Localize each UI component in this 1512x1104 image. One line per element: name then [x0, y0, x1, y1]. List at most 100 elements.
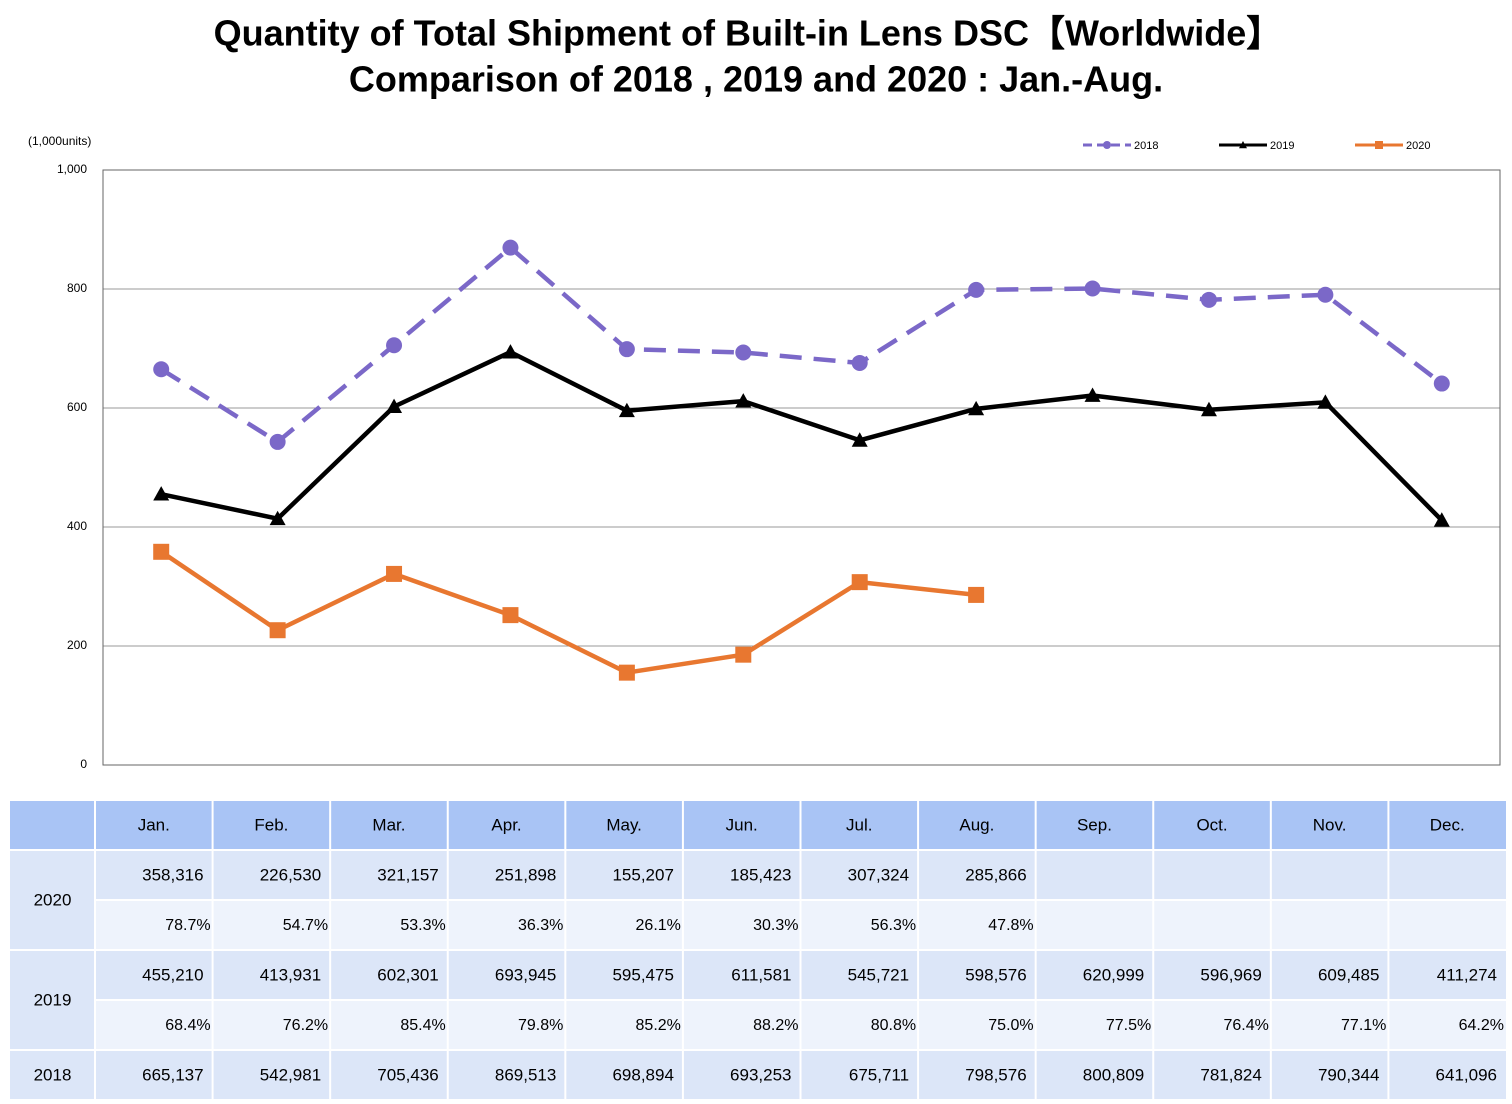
data-point: [386, 565, 403, 582]
table-header-cell: Apr.: [491, 815, 521, 834]
data-point: [502, 607, 519, 624]
data-point: [735, 646, 752, 663]
table-ratio-cell: 85.2%: [636, 1017, 681, 1034]
data-point: [1433, 512, 1450, 527]
table-ratio-cell: 85.4%: [400, 1017, 445, 1034]
table-row-label: 2020: [34, 890, 72, 909]
table-value-cell: 641,096: [1436, 1065, 1497, 1084]
table-value-cell: 800,809: [1083, 1065, 1144, 1084]
data-point: [269, 510, 286, 526]
legend-label: 2020: [1406, 140, 1430, 152]
data-point: [968, 586, 985, 603]
table-value-cell: 693,253: [730, 1065, 791, 1084]
table-ratio-cell: 68.4%: [165, 1017, 210, 1034]
table-ratio-cell: 36.3%: [518, 917, 563, 934]
table-label-bg: [10, 851, 94, 949]
table-value-cell: 285,866: [965, 865, 1026, 884]
data-point: [502, 239, 519, 256]
data-point: [735, 393, 752, 408]
table-value-cell: 790,344: [1318, 1065, 1379, 1084]
table-value-cell: 307,324: [848, 865, 909, 884]
table-ratio-cell: 30.3%: [753, 917, 798, 934]
table-ratio-cell: 56.3%: [871, 917, 916, 934]
chart-subtitle: Comparison of 2018 , 2019 and 2020 : Jan…: [349, 59, 1163, 100]
plot-frame: [102, 169, 1501, 766]
data-point: [269, 622, 286, 639]
table-row-label: 2019: [34, 990, 72, 1009]
table-ratio-cell: 78.7%: [165, 917, 210, 934]
table-value-cell: 455,210: [142, 965, 203, 984]
table-ratio-cell: 75.0%: [988, 1017, 1033, 1034]
table-value-cell: 411,274: [1437, 965, 1497, 984]
table-ratio-cell: 79.8%: [518, 1017, 563, 1034]
table-header-bg: [10, 800, 1506, 850]
data-point: [1084, 280, 1101, 297]
table-value-cell: 705,436: [377, 1065, 438, 1084]
table-value-cell: 611,581: [731, 965, 791, 984]
table-value-cell: 693,945: [495, 965, 556, 984]
y-tick-label: 0: [80, 757, 87, 771]
table-header-cell: Nov.: [1313, 815, 1347, 834]
table-header-cell: May.: [606, 815, 642, 834]
series-line: [159, 549, 977, 675]
table-row-label: 2018: [34, 1065, 72, 1084]
table-header-cell: Oct.: [1196, 815, 1227, 834]
table-header-cell: Sep.: [1077, 815, 1112, 834]
table-value-cell: 609,485: [1318, 965, 1379, 984]
table-label-bg: [10, 1050, 95, 1100]
y-tick-label: 400: [67, 519, 87, 533]
table-value-cell: 665,137: [142, 1065, 203, 1084]
data-point: [968, 281, 985, 298]
table-value-cell: 596,969: [1200, 965, 1261, 984]
series-line: [160, 349, 1444, 522]
table-header-cell: Jun.: [726, 815, 758, 834]
table-value-cell: 226,530: [260, 865, 321, 884]
table-value-cell: 358,316: [142, 865, 203, 884]
data-point: [153, 486, 170, 501]
y-tick-label: 800: [67, 281, 87, 295]
data-point: [618, 341, 635, 358]
data-point: [502, 344, 519, 359]
data-point: [386, 398, 403, 414]
table-value-cell: 545,721: [848, 965, 909, 984]
table-value-cell: 798,576: [965, 1065, 1026, 1084]
table-value-cell: 542,981: [260, 1065, 321, 1084]
table-ratio-cell: 47.8%: [988, 917, 1033, 934]
table-value-cell: 321,157: [377, 865, 438, 884]
table-value-cell: 413,931: [260, 965, 321, 984]
legend-marker: [1239, 141, 1247, 149]
table-row-bg: [10, 950, 1506, 1000]
data-point: [1200, 401, 1217, 417]
legend-label: 2019: [1270, 140, 1294, 152]
table-value-cell: 595,475: [612, 965, 673, 984]
legend-marker: [1103, 141, 1111, 149]
data-point: [851, 432, 868, 447]
table-header-cell: Jul.: [846, 815, 872, 834]
table-value-cell: 781,824: [1200, 1065, 1261, 1084]
table-header-cell: Dec.: [1430, 815, 1465, 834]
y-tick-label: 1,000: [57, 162, 87, 176]
table-header-cell: Feb.: [254, 815, 288, 834]
table-header-cell: Jan.: [138, 815, 170, 834]
y-axis-label: (1,000units): [28, 134, 91, 148]
table-row-bg: [10, 1050, 1506, 1100]
table-value-cell: 251,898: [495, 865, 556, 884]
data-point: [1084, 387, 1101, 402]
data-point: [1317, 286, 1334, 303]
data-point: [851, 354, 868, 371]
y-tick-label: 200: [67, 638, 87, 652]
table-value-cell: 185,423: [730, 865, 791, 884]
table-value-cell: 698,894: [612, 1065, 673, 1084]
table-label-bg: [10, 951, 94, 1049]
table-ratio-cell: 77.5%: [1106, 1017, 1151, 1034]
legend-label: 2018: [1134, 140, 1158, 152]
data-point: [618, 402, 635, 418]
table-ratio-cell: 64.2%: [1459, 1017, 1504, 1034]
table-value-cell: 155,207: [612, 865, 673, 884]
data-point: [1433, 375, 1450, 392]
chart-title: Quantity of Total Shipment of Built-in L…: [214, 13, 1283, 54]
data-point: [618, 664, 635, 681]
data-point: [1200, 291, 1217, 308]
table-value-cell: 598,576: [965, 965, 1026, 984]
